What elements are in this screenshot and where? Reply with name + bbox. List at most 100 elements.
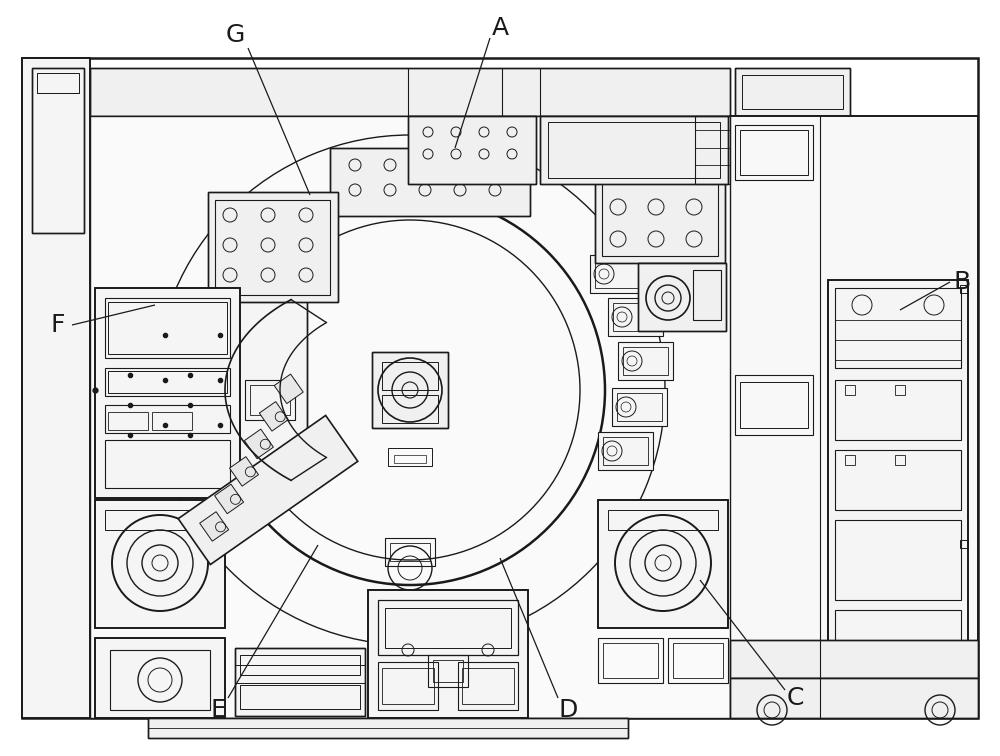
Bar bbox=[845, 455, 855, 465]
Bar bbox=[394, 455, 426, 463]
Bar bbox=[32, 68, 84, 233]
Bar bbox=[259, 401, 288, 431]
Bar bbox=[274, 374, 303, 404]
Bar bbox=[95, 638, 225, 718]
Text: C: C bbox=[786, 686, 804, 710]
Bar bbox=[200, 512, 229, 541]
Bar bbox=[390, 543, 430, 561]
Bar bbox=[735, 375, 813, 435]
Bar bbox=[695, 116, 730, 184]
Bar bbox=[152, 412, 192, 430]
Bar bbox=[22, 58, 90, 718]
Bar bbox=[602, 156, 718, 256]
Bar bbox=[368, 590, 528, 718]
Bar bbox=[595, 148, 725, 263]
Bar bbox=[408, 116, 536, 184]
Bar bbox=[235, 648, 365, 716]
Bar bbox=[595, 260, 640, 288]
Bar bbox=[145, 305, 195, 340]
Bar bbox=[229, 457, 258, 486]
Bar bbox=[378, 662, 438, 710]
Bar bbox=[730, 116, 978, 718]
Bar bbox=[208, 192, 338, 302]
Bar bbox=[250, 385, 290, 415]
Bar bbox=[105, 298, 230, 358]
Bar bbox=[90, 68, 730, 116]
Bar bbox=[178, 416, 358, 565]
Bar bbox=[835, 520, 961, 600]
Bar bbox=[378, 600, 518, 655]
Bar bbox=[835, 660, 961, 700]
Bar bbox=[148, 305, 236, 375]
Bar bbox=[540, 116, 728, 184]
Bar bbox=[385, 608, 511, 648]
Bar bbox=[458, 662, 518, 710]
Bar bbox=[730, 678, 978, 718]
Bar bbox=[108, 412, 148, 430]
Bar bbox=[740, 130, 808, 175]
Bar bbox=[433, 660, 463, 682]
Bar bbox=[613, 303, 658, 331]
Bar bbox=[95, 638, 225, 718]
Bar bbox=[598, 432, 653, 470]
Bar bbox=[215, 484, 244, 513]
Bar bbox=[132, 290, 307, 475]
Bar bbox=[382, 668, 434, 704]
Text: E: E bbox=[210, 698, 226, 722]
Bar bbox=[638, 263, 726, 331]
Bar bbox=[845, 385, 855, 395]
Bar bbox=[730, 116, 978, 718]
Bar bbox=[693, 270, 721, 320]
Bar bbox=[835, 288, 961, 368]
Bar bbox=[735, 125, 813, 180]
Bar bbox=[603, 437, 648, 465]
Bar bbox=[240, 655, 360, 675]
Bar bbox=[742, 75, 843, 109]
Text: F: F bbox=[51, 313, 65, 337]
Bar bbox=[240, 685, 360, 709]
Bar bbox=[462, 668, 514, 704]
Bar bbox=[148, 400, 228, 422]
Bar bbox=[330, 148, 530, 216]
Bar bbox=[148, 350, 228, 370]
Bar bbox=[735, 68, 850, 116]
Bar bbox=[90, 116, 730, 718]
Text: D: D bbox=[558, 698, 578, 722]
Bar bbox=[210, 320, 228, 338]
Bar bbox=[32, 68, 84, 233]
Bar bbox=[598, 500, 728, 628]
Bar bbox=[330, 148, 530, 216]
Bar bbox=[95, 288, 240, 498]
Bar bbox=[895, 385, 905, 395]
Bar bbox=[148, 305, 236, 375]
Bar bbox=[208, 192, 338, 302]
Bar bbox=[408, 116, 536, 184]
Bar bbox=[673, 643, 723, 678]
Bar bbox=[730, 678, 978, 718]
Bar bbox=[548, 122, 720, 178]
Bar bbox=[245, 380, 295, 420]
Bar bbox=[735, 68, 850, 116]
Bar bbox=[105, 368, 230, 396]
Bar bbox=[618, 342, 673, 380]
Bar bbox=[617, 393, 662, 421]
Bar bbox=[388, 448, 432, 466]
Bar bbox=[95, 288, 240, 498]
Bar bbox=[835, 450, 961, 510]
Bar bbox=[730, 640, 978, 678]
Bar bbox=[152, 393, 182, 405]
Bar bbox=[368, 590, 528, 718]
Text: B: B bbox=[953, 270, 971, 294]
Bar bbox=[590, 255, 645, 293]
Bar bbox=[108, 302, 227, 354]
Bar bbox=[152, 378, 182, 390]
Bar bbox=[428, 655, 468, 687]
Bar bbox=[215, 200, 330, 295]
Bar bbox=[205, 315, 233, 365]
Bar bbox=[828, 280, 968, 660]
Bar bbox=[608, 298, 663, 336]
Bar bbox=[22, 58, 978, 718]
Bar bbox=[95, 500, 225, 628]
Bar bbox=[148, 718, 628, 738]
Bar bbox=[385, 538, 435, 566]
